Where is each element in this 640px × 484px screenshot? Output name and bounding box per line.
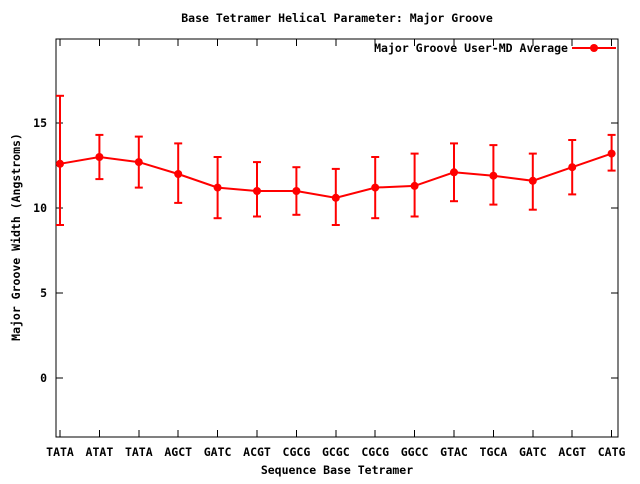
data-point-marker xyxy=(56,159,64,168)
x-tick-label: ACGT xyxy=(243,445,271,459)
x-axis-title: Sequence Base Tetramer xyxy=(261,463,413,477)
x-tick-label: GCGC xyxy=(322,445,350,459)
x-tick-label: ATAT xyxy=(86,445,114,459)
y-tick-labels: 0 5 10 15 xyxy=(33,116,47,385)
data-points xyxy=(56,149,616,202)
legend: Major Groove User-MD Average xyxy=(374,41,616,55)
legend-label: Major Groove User-MD Average xyxy=(374,41,568,55)
x-tick-label: GGCC xyxy=(401,445,429,459)
legend-marker-icon xyxy=(590,44,598,52)
data-point-marker xyxy=(450,168,458,177)
data-point-marker xyxy=(213,183,222,192)
x-tick-label: GTAC xyxy=(440,445,468,459)
x-tick-label: CGCG xyxy=(361,445,389,459)
y-tick-label: 5 xyxy=(40,286,47,300)
x-tick-label: CGCG xyxy=(283,445,311,459)
axis-ticks xyxy=(56,39,618,437)
data-point-marker xyxy=(292,187,301,195)
y-tick-label: 0 xyxy=(40,371,47,385)
chart-title: Base Tetramer Helical Parameter: Major G… xyxy=(181,11,493,25)
data-point-marker xyxy=(331,193,340,202)
data-point-marker xyxy=(371,183,380,192)
x-tick-label: GATC xyxy=(204,445,232,459)
data-point-marker xyxy=(607,149,616,158)
x-tick-labels: TATA ATAT TATA AGCT GATC ACGT CGCG GCGC CGCG GGCC… xyxy=(46,445,625,459)
x-tick-label: AGCT xyxy=(164,445,192,459)
y-tick-label: 15 xyxy=(33,116,47,130)
data-point-marker xyxy=(568,163,577,172)
x-tick-label: TATA xyxy=(46,445,74,459)
x-tick-label: GATC xyxy=(519,445,547,459)
y-axis-title: Major Groove Width (Angstroms) xyxy=(9,133,23,341)
plot-border xyxy=(55,38,619,438)
data-point-marker xyxy=(528,176,537,185)
x-tick-label: TGCA xyxy=(480,445,508,459)
data-point-marker xyxy=(489,171,498,180)
data-point-marker xyxy=(253,187,261,195)
data-point-marker xyxy=(95,153,104,161)
data-point-marker xyxy=(410,181,419,190)
x-tick-label: ACGT xyxy=(558,445,586,459)
data-point-marker xyxy=(134,158,143,167)
x-tick-label: CATG xyxy=(598,445,626,459)
x-tick-label: TATA xyxy=(125,445,153,459)
y-tick-label: 10 xyxy=(33,201,47,215)
data-point-marker xyxy=(174,170,183,178)
